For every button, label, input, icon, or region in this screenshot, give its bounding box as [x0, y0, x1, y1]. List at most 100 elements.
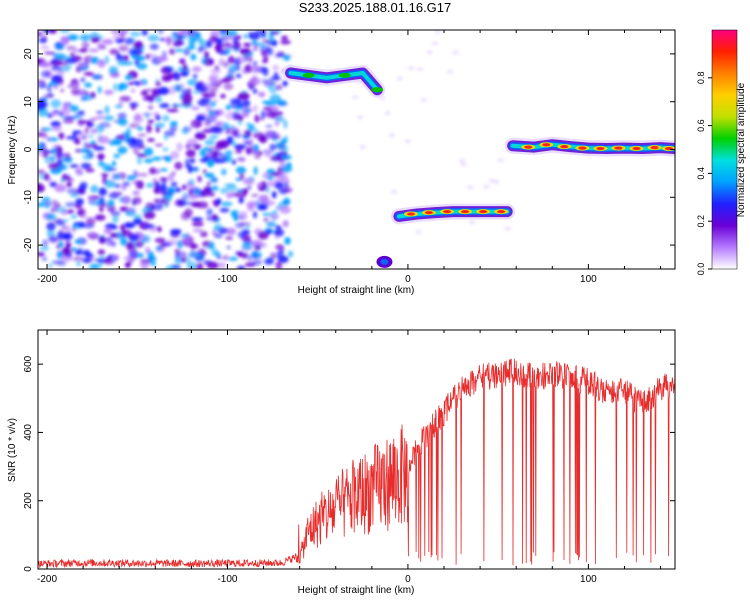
noise-blob — [226, 245, 231, 250]
noise-blob — [65, 225, 72, 234]
noise-blob — [133, 146, 140, 155]
noise-blob-faint — [434, 30, 441, 34]
noise-blob — [159, 168, 168, 172]
noise-blob — [206, 181, 212, 186]
noise-blob — [119, 95, 132, 102]
noise-blob — [39, 61, 52, 68]
noise-blob — [252, 61, 258, 67]
noise-blob — [283, 187, 293, 193]
noise-blob — [211, 214, 219, 221]
noise-blob — [83, 141, 89, 150]
noise-blob — [261, 39, 272, 43]
noise-blob — [250, 251, 262, 257]
track-hotspot — [524, 145, 533, 149]
noise-blob — [78, 66, 87, 70]
noise-blob — [270, 135, 282, 139]
noise-blob — [123, 255, 134, 261]
noise-blob — [151, 203, 164, 211]
noise-blob — [268, 84, 278, 94]
noise-blob — [155, 114, 161, 121]
noise-blob — [97, 135, 110, 144]
snr-ytick-label: 600 — [23, 355, 34, 372]
noise-blob — [217, 227, 229, 234]
noise-blob — [176, 142, 183, 152]
noise-blob — [97, 249, 106, 256]
noise-blob — [242, 188, 248, 195]
noise-blob — [46, 84, 52, 93]
noise-blob — [174, 48, 185, 53]
noise-blob — [193, 167, 199, 171]
noise-blob — [235, 216, 244, 220]
noise-blob — [189, 242, 196, 249]
noise-blob-faint — [390, 189, 397, 194]
noise-blob — [150, 261, 157, 267]
noise-blob — [69, 164, 79, 168]
track-hotspot — [371, 87, 384, 93]
noise-blob — [114, 183, 121, 189]
noise-blob — [48, 263, 53, 269]
noise-blob — [274, 116, 286, 123]
noise-blob — [74, 239, 82, 244]
noise-blob — [75, 249, 82, 255]
noise-blob — [121, 195, 131, 205]
noise-blob — [39, 246, 50, 251]
noise-blob — [243, 42, 252, 47]
noise-blob — [271, 191, 277, 199]
noise-blob — [260, 110, 266, 119]
noise-blob — [134, 80, 141, 86]
noise-blob — [158, 242, 166, 249]
noise-blob — [104, 260, 114, 265]
noise-blob — [186, 79, 199, 86]
noise-blob — [90, 184, 99, 193]
noise-blob — [66, 181, 73, 188]
noise-blob — [164, 155, 173, 163]
colorbar-tick-label: 0.6 — [696, 119, 706, 132]
noise-blob — [265, 110, 276, 118]
noise-blob — [191, 220, 204, 227]
noise-blob — [172, 39, 183, 48]
noise-blob — [94, 74, 100, 80]
noise-blob — [236, 55, 247, 64]
colorbar-label: Normalized spectral amplitude — [736, 82, 747, 217]
noise-blob — [157, 184, 168, 192]
noise-blob — [72, 47, 79, 54]
noise-blob — [68, 189, 74, 194]
noise-blob — [126, 175, 136, 181]
noise-blob — [186, 261, 198, 269]
noise-blob — [279, 205, 291, 214]
noise-blob — [265, 221, 277, 227]
noise-blob — [153, 198, 160, 203]
noise-blob — [269, 252, 277, 260]
noise-blob — [199, 149, 207, 157]
noise-blob — [48, 30, 57, 34]
noise-blob — [176, 32, 183, 42]
noise-blob — [216, 198, 222, 205]
noise-blob-faint — [469, 220, 476, 225]
noise-blob — [224, 183, 236, 187]
noise-blob — [174, 199, 184, 207]
noise-blob — [55, 219, 66, 226]
noise-blob — [182, 201, 195, 206]
noise-blob — [282, 80, 288, 87]
noise-blob — [275, 84, 283, 91]
noise-blob — [145, 112, 150, 119]
spectrogram-xtick-label: -100 — [217, 274, 237, 285]
noise-blob — [134, 138, 144, 148]
noise-blob — [241, 229, 251, 236]
noise-blob — [155, 81, 162, 87]
noise-blob — [55, 202, 62, 208]
noise-blob — [46, 222, 56, 231]
noise-blob — [124, 135, 131, 144]
noise-blob — [137, 133, 147, 137]
noise-blob — [147, 34, 160, 42]
noise-blob-faint — [357, 115, 364, 120]
noise-blob — [248, 32, 261, 41]
noise-blob — [114, 104, 123, 109]
noise-blob — [163, 135, 169, 141]
noise-blob — [271, 210, 279, 216]
noise-blob — [98, 236, 107, 244]
noise-blob — [247, 54, 253, 63]
noise-blob — [70, 214, 78, 219]
noise-blob — [257, 231, 269, 240]
noise-blob — [180, 237, 192, 246]
